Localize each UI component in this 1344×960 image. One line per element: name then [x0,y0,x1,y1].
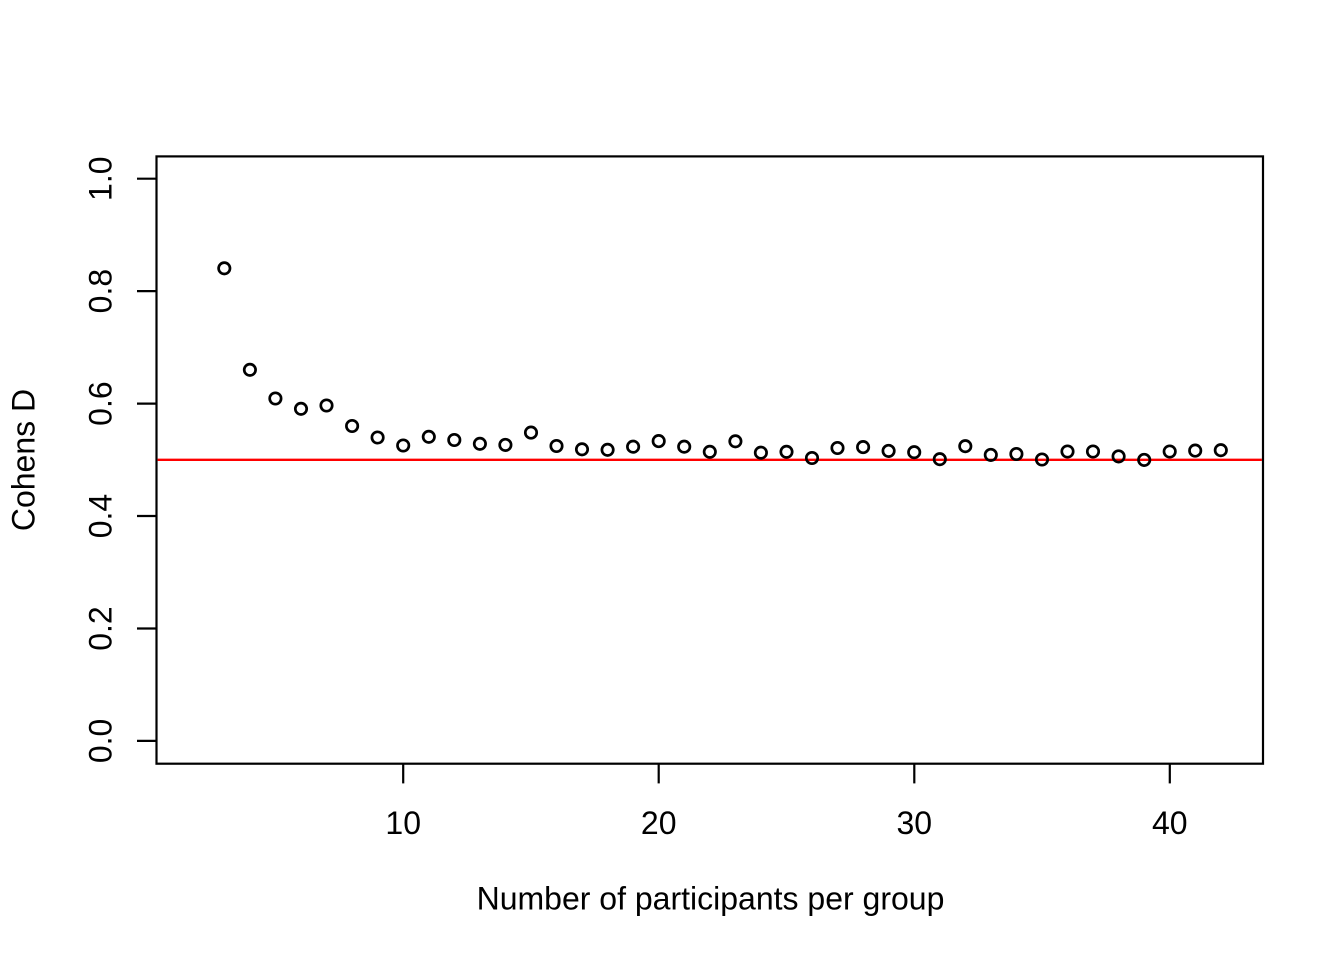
svg-text:0.4: 0.4 [83,494,119,538]
svg-text:10: 10 [385,805,421,841]
svg-text:40: 40 [1152,805,1188,841]
svg-text:1.0: 1.0 [83,156,119,200]
svg-text:Cohens D: Cohens D [6,389,42,531]
svg-text:30: 30 [897,805,933,841]
svg-text:Number of participants per gro: Number of participants per group [477,880,945,916]
svg-text:0.0: 0.0 [83,719,119,763]
svg-text:20: 20 [641,805,677,841]
svg-text:0.6: 0.6 [83,381,119,425]
svg-text:0.2: 0.2 [83,606,119,650]
svg-text:0.8: 0.8 [83,269,119,313]
